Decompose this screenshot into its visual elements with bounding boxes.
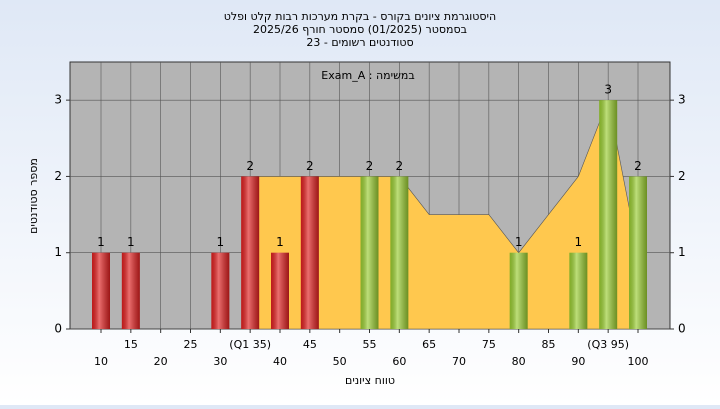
x-tick-label: 40 <box>273 355 287 368</box>
y2-tick-label: 0 <box>678 322 686 336</box>
x-tick-label: 30 <box>213 355 227 368</box>
data-label: 1 <box>575 235 583 249</box>
data-label: 2 <box>306 159 314 173</box>
data-label: 1 <box>217 235 225 249</box>
area <box>249 99 639 330</box>
x-tick-label: 10 <box>94 355 108 368</box>
bar-shade <box>599 100 618 330</box>
x-tick-label: (Q3 95) <box>587 338 629 351</box>
bar-shade <box>509 252 528 329</box>
y2-tick-label: 1 <box>678 245 686 259</box>
bar-shade <box>629 176 647 329</box>
x-tick-label: 45 <box>303 338 317 351</box>
y-tick-label: 0 <box>54 322 62 336</box>
x-tick-label: 85 <box>542 338 556 351</box>
x-tick-label: 80 <box>512 355 526 368</box>
x-tick-label: 20 <box>154 355 168 368</box>
x-tick-label: 90 <box>571 355 585 368</box>
x-tick-label: 55 <box>363 338 377 351</box>
y2-tick-label: 2 <box>678 169 686 183</box>
bar-shade <box>241 176 260 329</box>
annotation: במשימה : Exam_A <box>321 69 414 82</box>
x-tick-label: 100 <box>628 355 649 368</box>
data-label: 3 <box>604 83 612 97</box>
data-label: 1 <box>127 235 135 249</box>
data-label: 1 <box>276 235 284 249</box>
x-tick-label: 65 <box>422 338 436 351</box>
bar-shade <box>271 252 289 329</box>
bar-shade <box>300 176 319 329</box>
bar-shade <box>569 252 588 329</box>
y-tick-label: 1 <box>54 245 62 259</box>
y-tick-label: 3 <box>54 93 62 107</box>
bar-shade <box>390 176 409 329</box>
x-tick-label: 50 <box>333 355 347 368</box>
x-tick-label: 15 <box>124 338 138 351</box>
y2-tick-label: 3 <box>678 93 686 107</box>
subtitle: סטודנטים רשומים - 23 <box>306 36 413 49</box>
bar-shade <box>121 252 140 329</box>
y-tick-label: 2 <box>54 169 62 183</box>
subtitle: בסמסטר (01/2025) סמסטר חורף 2025/26 <box>253 23 467 36</box>
y-axis-label: מספר סטודנטים <box>27 158 40 234</box>
x-tick-label: 70 <box>452 355 466 368</box>
data-label: 2 <box>366 159 374 173</box>
data-label: 2 <box>246 159 254 173</box>
data-label: 1 <box>97 235 105 249</box>
data-label: 2 <box>396 159 404 173</box>
data-label: 2 <box>634 159 642 173</box>
chart-title: היסטוגרמת ציונים בקורס - בקרת מערכות רבו… <box>224 10 496 23</box>
bar-shade <box>360 176 379 329</box>
plot: 1 1 1 2 1 2 2 2 1 1 3 2 <box>70 62 670 330</box>
x-tick-label: (Q1 35) <box>229 338 271 351</box>
bar-shade <box>92 252 110 329</box>
x-tick-label: 75 <box>482 338 496 351</box>
bar-shade <box>211 252 230 329</box>
x-tick-label: 25 <box>184 338 198 351</box>
data-label: 1 <box>515 235 523 249</box>
x-tick-label: 60 <box>392 355 406 368</box>
x-axis-label: טווח ציונים <box>345 374 395 387</box>
